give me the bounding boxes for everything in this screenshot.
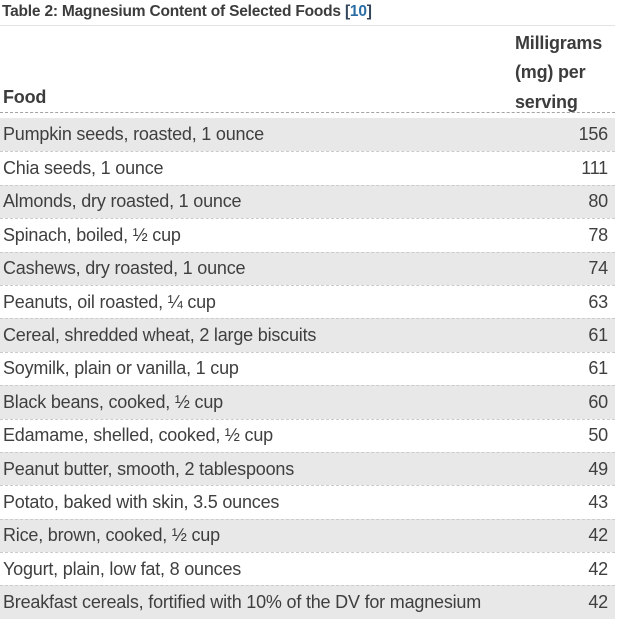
food-cell: Peanuts, oil roasted, ¼ cup (3, 291, 216, 312)
mg-cell: 156 (578, 124, 609, 145)
food-cell: Black beans, cooked, ½ cup (3, 391, 223, 412)
table-header-row: Food Milligrams (mg) per serving (0, 26, 615, 113)
table-row: Rice, brown, cooked, ½ cup 42 (0, 518, 615, 553)
mg-cell: 60 (588, 391, 608, 412)
table-row: Cereal, shredded wheat, 2 large biscuits… (0, 318, 615, 352)
milligrams-column-header: Milligrams (mg) per serving (515, 32, 603, 112)
table-title: Table 2: Magnesium Content of Selected F… (0, 0, 615, 26)
mg-cell: 61 (588, 358, 608, 379)
food-cell: Peanut butter, smooth, 2 tablespoons (3, 458, 295, 479)
table-row: Soymilk, plain or vanilla, 1 cup 61 (0, 351, 615, 386)
mg-cell: 74 (588, 258, 608, 279)
food-cell: Edamame, shelled, cooked, ½ cup (3, 425, 273, 446)
table-row: Pumpkin seeds, roasted, 1 ounce 156 (0, 118, 615, 152)
mg-cell: 63 (588, 291, 608, 312)
table-body: Pumpkin seeds, roasted, 1 ounce 156 Chia s… (0, 118, 615, 619)
table-row: Cashews, dry roasted, 1 ounce 74 (0, 251, 615, 285)
mg-cell: 80 (588, 191, 608, 212)
food-cell: Breakfast cereals, fortified with 10% of… (3, 592, 482, 613)
food-column-header: Food (3, 87, 47, 107)
mg-cell: 42 (588, 525, 608, 546)
table-row: Peanuts, oil roasted, ¼ cup 63 (0, 284, 615, 319)
citation-bracket-open: [ (344, 3, 350, 20)
food-cell: Yogurt, plain, low fat, 8 ounces (3, 558, 242, 579)
table-title-text: Table 2: Magnesium Content of Selected F… (2, 3, 345, 20)
table-row: Almonds, dry roasted, 1 ounce 80 (0, 184, 615, 219)
reference-link[interactable]: 10 (349, 3, 367, 20)
food-cell: Potato, baked with skin, 3.5 ounces (3, 491, 280, 512)
mg-cell: 43 (588, 491, 608, 512)
table-row: Breakfast cereals, fortified with 10% of… (0, 585, 615, 619)
mg-cell: 78 (588, 224, 608, 245)
mg-cell: 42 (588, 592, 608, 613)
mg-cell: 111 (581, 158, 608, 179)
mg-cell: 61 (588, 325, 608, 346)
table-row: Chia seeds, 1 ounce 111 (0, 151, 615, 185)
food-cell: Pumpkin seeds, roasted, 1 ounce (3, 124, 264, 145)
food-cell: Cereal, shredded wheat, 2 large biscuits (3, 325, 317, 346)
food-cell: Rice, brown, cooked, ½ cup (3, 525, 220, 546)
food-cell: Soymilk, plain or vanilla, 1 cup (3, 358, 239, 379)
table-row: Yogurt, plain, low fat, 8 ounces 42 (0, 552, 615, 586)
table-row: Edamame, shelled, cooked, ½ cup 50 (0, 418, 615, 452)
table-row: Black beans, cooked, ½ cup 60 (0, 385, 615, 419)
table-row: Spinach, boiled, ½ cup 78 (0, 218, 615, 252)
table-row: Potato, baked with skin, 3.5 ounces 43 (0, 485, 615, 519)
food-cell: Spinach, boiled, ½ cup (3, 224, 181, 245)
citation-bracket-close: ] (366, 3, 372, 20)
food-cell: Almonds, dry roasted, 1 ounce (3, 191, 242, 212)
table-row: Peanut butter, smooth, 2 tablespoons 49 (0, 451, 615, 486)
mg-cell: 42 (588, 558, 608, 579)
food-cell: Chia seeds, 1 ounce (3, 158, 164, 179)
mg-cell: 49 (588, 458, 608, 479)
mg-cell: 50 (588, 425, 608, 446)
food-cell: Cashews, dry roasted, 1 ounce (3, 258, 246, 279)
